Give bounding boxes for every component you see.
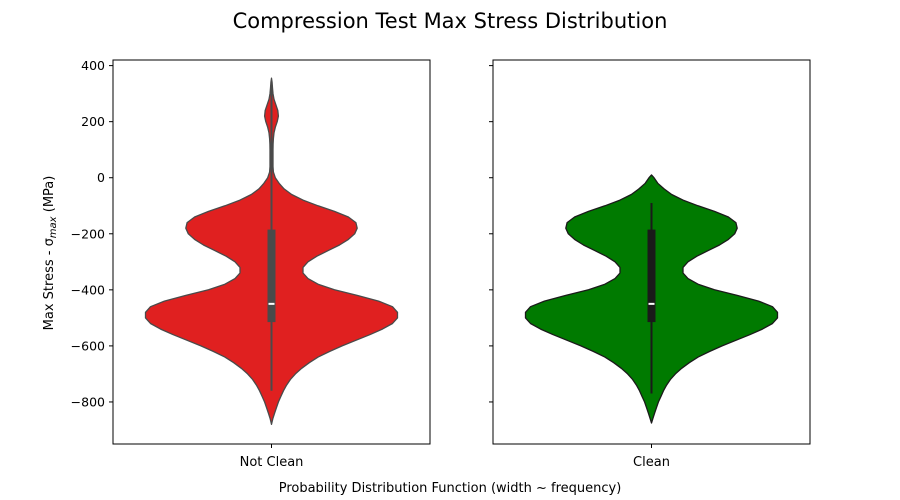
category-label: Clean xyxy=(633,455,670,470)
y-tick-label: −800 xyxy=(71,394,105,409)
y-axis-label: Max Stress - σmax (MPa) xyxy=(42,176,59,331)
iqr-box xyxy=(267,229,276,323)
y-tick-label: −200 xyxy=(71,226,105,241)
panel-not-clean: 400 200 0 −200 −400 −600 −800 Not Clean xyxy=(71,58,431,470)
category-label: Not Clean xyxy=(240,455,304,470)
svg-text:Max Stress - σmax (MPa): Max Stress - σmax (MPa) xyxy=(42,176,59,331)
y-tick-label: −600 xyxy=(71,338,105,353)
y-tick-label: −400 xyxy=(71,282,105,297)
panels: 400 200 0 −200 −400 −600 −800 Not Clean Clean xyxy=(71,58,811,470)
iqr-box xyxy=(647,229,656,323)
panel-clean: Clean xyxy=(489,59,811,470)
chart-title: Compression Test Max Stress Distribution xyxy=(233,9,668,33)
x-axis-label: Probability Distribution Function (width… xyxy=(279,481,622,496)
y-tick-label: 0 xyxy=(97,170,105,185)
y-tick-label: 400 xyxy=(81,58,105,73)
y-tick-label: 200 xyxy=(81,114,105,129)
